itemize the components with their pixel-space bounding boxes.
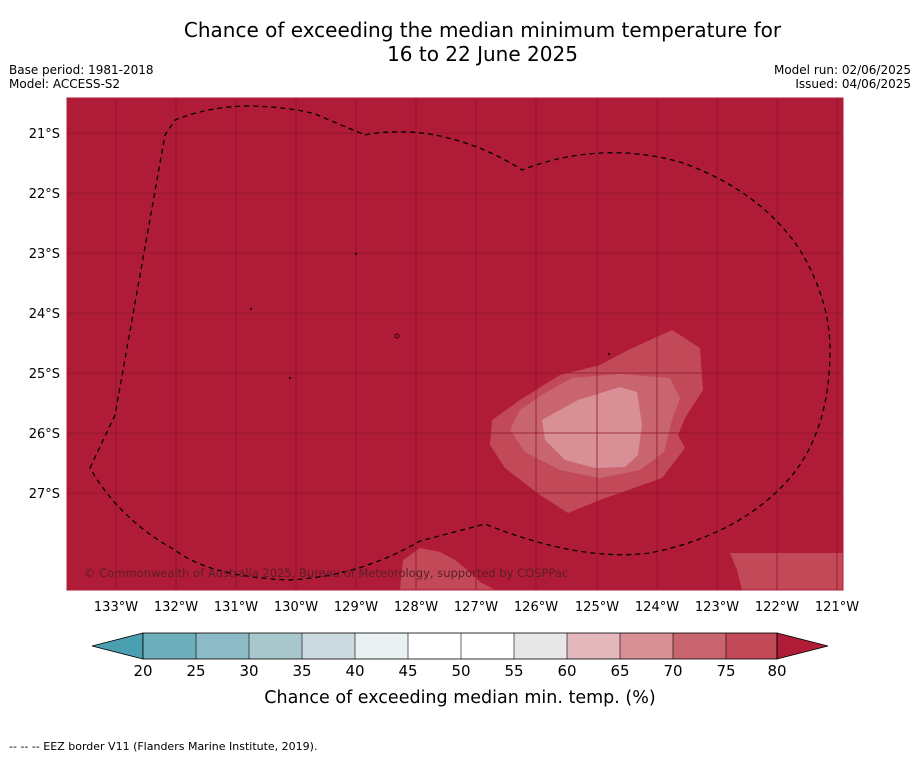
lon-label-123w: 123°W [695,600,739,615]
lat-label-21s: 21°S [29,127,60,142]
colorbar: 20 25 30 35 40 45 50 55 60 65 70 75 80 C… [91,632,829,708]
colorbar-label: Chance of exceeding median min. temp. (%… [264,688,655,708]
colorbar-bin-60-65 [567,633,620,659]
colorbar-dividers [195,633,727,659]
issued-date: Issued: 04/06/2025 [795,77,911,91]
lon-label-125w: 125°W [575,600,619,615]
colorbar-ticks: 20 25 30 35 40 45 50 55 60 65 70 75 80 [133,662,786,680]
colorbar-tick-60: 60 [557,662,576,680]
lon-label-127w: 127°W [454,600,498,615]
chart-title: Chance of exceeding the median minimum t… [0,18,919,66]
lon-label-121w: 121°W [815,600,859,615]
lon-label-122w: 122°W [755,600,799,615]
map-background-80plus [67,98,843,590]
lat-label-27s: 27°S [29,487,60,502]
lat-labels: 21°S 22°S 23°S 24°S 25°S 26°S 27°S [29,127,60,502]
colorbar-arrow-low [91,632,144,660]
colorbar-tick-25: 25 [186,662,205,680]
lon-label-128w: 128°W [394,600,438,615]
lon-gridlines [115,98,838,590]
colorbar-bin-55-60 [514,633,567,659]
lon-label-129w: 129°W [334,600,378,615]
contour-patch-lower-right [730,553,843,590]
lat-label-25s: 25°S [29,367,60,382]
lon-label-130w: 130°W [274,600,318,615]
lat-label-24s: 24°S [29,307,60,322]
colorbar-tick-35: 35 [292,662,311,680]
eez-border [89,105,831,581]
lon-label-131w: 131°W [214,600,258,615]
colorbar-tick-75: 75 [716,662,735,680]
contour-65-70 [542,387,642,468]
contour-patch-lower-left [400,548,495,590]
colorbar-bin-40-45 [355,633,408,659]
title-line-1: Chance of exceeding the median minimum t… [183,18,782,42]
title-line-2: 16 to 22 June 2025 [387,42,578,66]
eez-legend-note: -- -- -- EEZ border V11 (Flanders Marine… [9,740,318,753]
colorbar-tick-80: 80 [767,662,786,680]
lon-label-132w: 132°W [154,600,198,615]
map-frame [66,97,844,591]
colorbar-arrow-high [776,632,829,660]
colorbar-bin-20-25 [143,633,196,659]
lat-gridlines [67,132,843,494]
lon-label-133w: 133°W [94,600,138,615]
colorbar-bin-75-80 [726,633,777,659]
colorbar-bin-35-40 [302,633,355,659]
copyright-text: © Commonwealth of Australia 2025, Bureau… [84,566,568,580]
colorbar-tick-30: 30 [239,662,258,680]
lon-label-126w: 126°W [514,600,558,615]
lon-labels: 133°W 132°W 131°W 130°W 129°W 128°W 127°… [94,600,859,615]
model-run: Model run: 02/06/2025 [773,63,911,77]
colorbar-bin-50-55 [461,633,514,659]
colorbar-bin-25-30 [196,633,249,659]
colorbar-tick-65: 65 [610,662,629,680]
lat-label-22s: 22°S [29,187,60,202]
colorbar-tick-20: 20 [133,662,152,680]
map-area [67,98,843,590]
model-name: Model: ACCESS-S2 [9,77,121,91]
colorbar-tick-45: 45 [398,662,417,680]
lon-label-124w: 124°W [635,600,679,615]
islands [250,253,610,379]
colorbar-tick-40: 40 [345,662,364,680]
colorbar-tick-50: 50 [451,662,470,680]
colorbar-bin-65-70 [620,633,673,659]
colorbar-tick-70: 70 [663,662,682,680]
colorbar-tick-55: 55 [504,662,523,680]
lat-label-26s: 26°S [29,427,60,442]
colorbar-bin-45-50 [408,633,461,659]
colorbar-bin-30-35 [249,633,302,659]
colorbar-frame [142,632,778,660]
base-period: Base period: 1981-2018 [9,63,154,77]
colorbar-bin-70-75 [673,633,726,659]
lat-label-23s: 23°S [29,247,60,262]
meta-right: Model run: 02/06/2025 Issued: 04/06/2025 [774,63,911,91]
meta-left: Base period: 1981-2018 Model: ACCESS-S2 [9,63,154,91]
